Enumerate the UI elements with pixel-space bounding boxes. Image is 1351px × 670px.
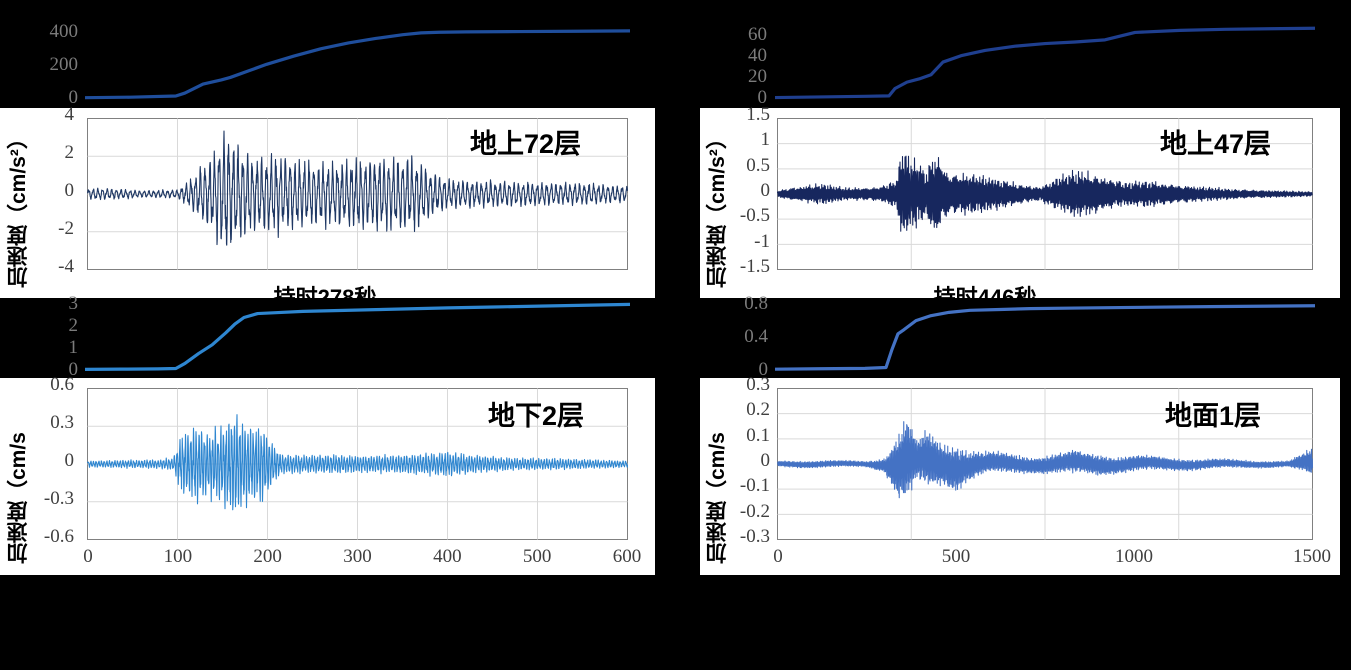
cumulative-chart-bottom-right [775,298,1315,376]
tick-label: 0 [757,87,768,108]
waveform-chart-top-right [775,116,1315,272]
plot-label-top-right: 地上47层 [1160,129,1272,159]
tick-label: 300 [343,546,372,567]
tick-label: 40 [748,44,767,66]
tick-label: 200 [253,546,282,567]
tick-label: 0 [758,359,769,380]
duration-label-top-right: 持时446秒 [933,285,1037,310]
tick-label: 1.5 [746,104,770,125]
cumulative-chart-top-right [775,22,1315,104]
tick-label: 4 [64,104,75,125]
wave-yticks-bottom-left: 0.6 0.3 0 -0.3 -0.6 [20,374,75,550]
tick-label: -0.3 [43,488,74,509]
tick-label: -1.5 [739,256,770,277]
tick-label: 0.5 [746,154,770,176]
tick-label: -0.2 [739,500,770,522]
tick-label: -4 [58,256,74,277]
wave-yticks-bottom-right: 0.3 0.2 0.1 0 -0.1 -0.2 -0.3 [718,374,771,550]
wave-yticks-top-left: 4 2 0 -2 -4 [24,104,75,280]
tick-label: 1000 [1115,546,1153,567]
tick-label: 0 [64,450,75,471]
tick-label: 0.3 [50,412,74,433]
duration-label-top-left: 持时278秒 [273,285,377,310]
waveform-chart-bottom-left [85,386,630,542]
tick-label: 1500 [1293,546,1331,567]
tick-label: 0 [68,87,79,108]
tick-label: 500 [522,546,552,567]
tick-label: 0.1 [746,424,770,446]
plot-label-bottom-right: 地面1层 [1165,401,1262,431]
tick-label: 2 [68,315,79,337]
waveform-chart-top-left [85,116,630,272]
tick-label: -0.6 [43,526,74,547]
tick-label: 0.8 [744,293,768,315]
tick-label: 1 [760,129,771,151]
tick-label: 3 [68,293,79,315]
tick-label: 60 [748,23,767,45]
tick-label: 1 [68,337,79,359]
waveform-chart-bottom-right [775,386,1315,542]
tick-label: 0.6 [50,374,74,395]
tick-label: 0 [83,546,93,567]
tick-label: 0 [760,180,771,201]
tick-label: -0.5 [739,205,770,227]
tick-label: 20 [748,65,767,87]
tick-label: 100 [163,546,193,567]
plot-label-top-left: 地上72层 [470,129,582,159]
wave-xticks-bottom-left: 0 100 200 300 400 500 600 [83,546,641,572]
tick-label: 500 [941,546,971,567]
tick-label: 0 [760,450,771,471]
tick-label: 0.3 [746,374,770,395]
tick-label: 400 [49,21,79,43]
wave-xticks-bottom-right: 0 500 1000 1500 [773,546,1331,572]
tick-label: 2 [64,142,75,163]
cumulative-chart-top-left [85,22,630,104]
cumulative-chart-bottom-left [85,298,630,376]
cumulative-yticks-top-right: 60 40 20 0 [705,22,768,108]
wave-yticks-top-right: 1.5 1 0.5 0 -0.5 -1 -1.5 [722,104,771,280]
cumulative-yticks-bottom-right: 0.8 0.4 0 [700,294,769,380]
tick-label: 400 [433,546,462,567]
tick-label: 0.2 [746,399,770,421]
plot-label-bottom-left: 地下2层 [488,401,585,431]
tick-label: 0.4 [744,326,768,348]
tick-label: -1 [754,230,770,252]
tick-label: 0 [64,180,75,201]
cumulative-yticks-top-left: 400 200 0 [10,21,79,108]
tick-label: -2 [58,218,74,239]
tick-label: 200 [49,54,79,76]
tick-label: -0.1 [739,475,770,497]
tick-label: -0.3 [739,526,770,547]
tick-label: 0 [773,546,783,567]
tick-label: 0 [68,359,79,380]
tick-label: 600 [612,546,642,567]
